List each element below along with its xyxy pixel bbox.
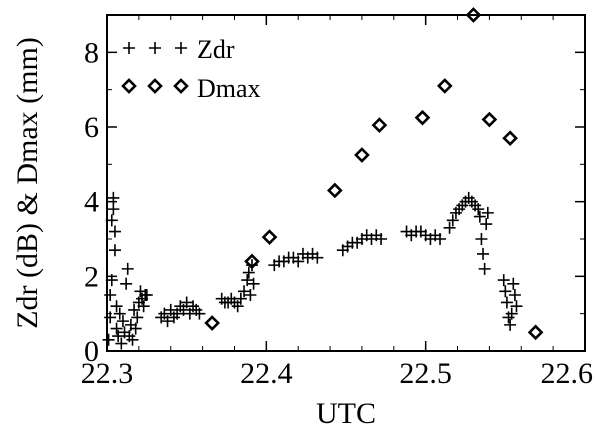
zdr-point bbox=[102, 333, 115, 346]
dmax-point bbox=[327, 182, 343, 199]
zdr-point bbox=[231, 300, 244, 313]
y-tick-label: 8 bbox=[84, 36, 99, 69]
dmax-point bbox=[481, 111, 498, 128]
zdr-point bbox=[158, 307, 171, 320]
zdr-point bbox=[180, 296, 193, 309]
zdr-point bbox=[112, 330, 125, 343]
legend-zdr-marker bbox=[175, 42, 187, 54]
zdr-point bbox=[108, 225, 121, 238]
zdr-point bbox=[234, 292, 247, 305]
x-tick-label: 22.6 bbox=[541, 357, 594, 390]
zdr-point bbox=[480, 218, 493, 231]
zdr-point bbox=[500, 296, 513, 309]
x-axis-ticks: 22.3 22.4 22.5 22.6 bbox=[81, 15, 593, 390]
zdr-point bbox=[126, 333, 139, 346]
dmax-point bbox=[244, 253, 260, 270]
y-tick-label: 2 bbox=[84, 260, 99, 293]
dmax-point bbox=[371, 117, 388, 133]
legend-zdr-marker bbox=[149, 42, 161, 54]
zdr-point bbox=[121, 262, 134, 275]
zdr-point bbox=[292, 255, 305, 268]
zdr-point bbox=[242, 266, 255, 279]
dmax-point bbox=[414, 109, 431, 126]
y-tick-label: 0 bbox=[84, 335, 99, 368]
zdr-point bbox=[477, 247, 490, 260]
zdr-point bbox=[499, 285, 512, 298]
zdr-point bbox=[110, 300, 123, 313]
zdr-point bbox=[375, 233, 388, 245]
zdr-point bbox=[161, 315, 174, 328]
zdr-point bbox=[113, 307, 126, 320]
zdr-point bbox=[107, 203, 120, 216]
zdr-point bbox=[434, 233, 447, 245]
x-tick-label: 22.3 bbox=[81, 357, 134, 390]
dmax-point bbox=[502, 130, 518, 147]
zdr-point bbox=[104, 311, 117, 324]
legend-label-dmax: Dmax bbox=[197, 74, 261, 103]
zdr-point bbox=[137, 300, 150, 313]
zdr-point bbox=[128, 303, 141, 316]
zdr-point bbox=[120, 277, 133, 290]
legend-zdr-markers bbox=[123, 42, 187, 54]
dmax-point bbox=[465, 7, 482, 23]
zdr-point bbox=[481, 206, 494, 219]
dmax-point bbox=[436, 78, 453, 94]
legend-dmax-marker bbox=[147, 78, 163, 94]
zdr-point bbox=[115, 337, 128, 350]
legend-dmax-marker bbox=[173, 78, 189, 94]
y-axis-label: Zdr (dB) & Dmax (mm) bbox=[11, 37, 44, 329]
zdr-point bbox=[244, 289, 257, 301]
zdr-point bbox=[107, 191, 120, 204]
zdr-point bbox=[171, 307, 184, 320]
zdr-point bbox=[497, 274, 510, 287]
zdr-point bbox=[110, 322, 123, 335]
zdr-point bbox=[473, 210, 486, 223]
zdr-point bbox=[472, 203, 485, 216]
zdr-point bbox=[508, 289, 521, 301]
plot-frame bbox=[106, 14, 586, 352]
zdr-point bbox=[129, 322, 142, 335]
zdr-point bbox=[105, 274, 118, 287]
zdr-point bbox=[505, 307, 518, 320]
x-tick-label: 22.5 bbox=[399, 357, 452, 390]
y-tick-label: 4 bbox=[84, 186, 99, 219]
dmax-point bbox=[261, 229, 278, 245]
data-points bbox=[102, 7, 544, 350]
zdr-point bbox=[193, 307, 206, 320]
zdr-point bbox=[108, 244, 121, 257]
legend-label-zdr: Zdr bbox=[197, 35, 235, 64]
zdr-point bbox=[177, 303, 190, 316]
zdr-point bbox=[507, 277, 520, 290]
zdr-point bbox=[504, 318, 517, 331]
zdr-point bbox=[104, 289, 117, 301]
zdr-point bbox=[131, 311, 144, 324]
zdr-point bbox=[116, 315, 129, 328]
legend: Zdr Dmax bbox=[121, 35, 261, 103]
zdr-point bbox=[247, 277, 260, 290]
zdr-point bbox=[164, 303, 177, 316]
legend-dmax-marker bbox=[121, 78, 137, 94]
x-tick-label: 22.4 bbox=[240, 357, 293, 390]
dmax-point bbox=[354, 147, 370, 163]
zdr-point bbox=[140, 289, 153, 301]
legend-dmax-markers bbox=[121, 78, 189, 94]
zdr-point bbox=[105, 214, 118, 227]
zdr-point bbox=[443, 221, 456, 234]
zdr-point bbox=[478, 262, 491, 275]
y-axis-ticks: 0 2 4 6 8 bbox=[84, 36, 585, 368]
zdr-point bbox=[510, 300, 523, 313]
zdr-point bbox=[241, 274, 254, 287]
zdr-point bbox=[311, 251, 324, 264]
dmax-point bbox=[527, 324, 544, 341]
legend-zdr-marker bbox=[123, 42, 135, 54]
zdr-point bbox=[446, 214, 459, 227]
y-tick-label: 6 bbox=[84, 111, 99, 144]
zdr-point bbox=[238, 285, 251, 298]
zdr-point bbox=[475, 233, 488, 245]
x-axis-label: UTC bbox=[316, 397, 376, 430]
dmax-point bbox=[204, 315, 220, 331]
